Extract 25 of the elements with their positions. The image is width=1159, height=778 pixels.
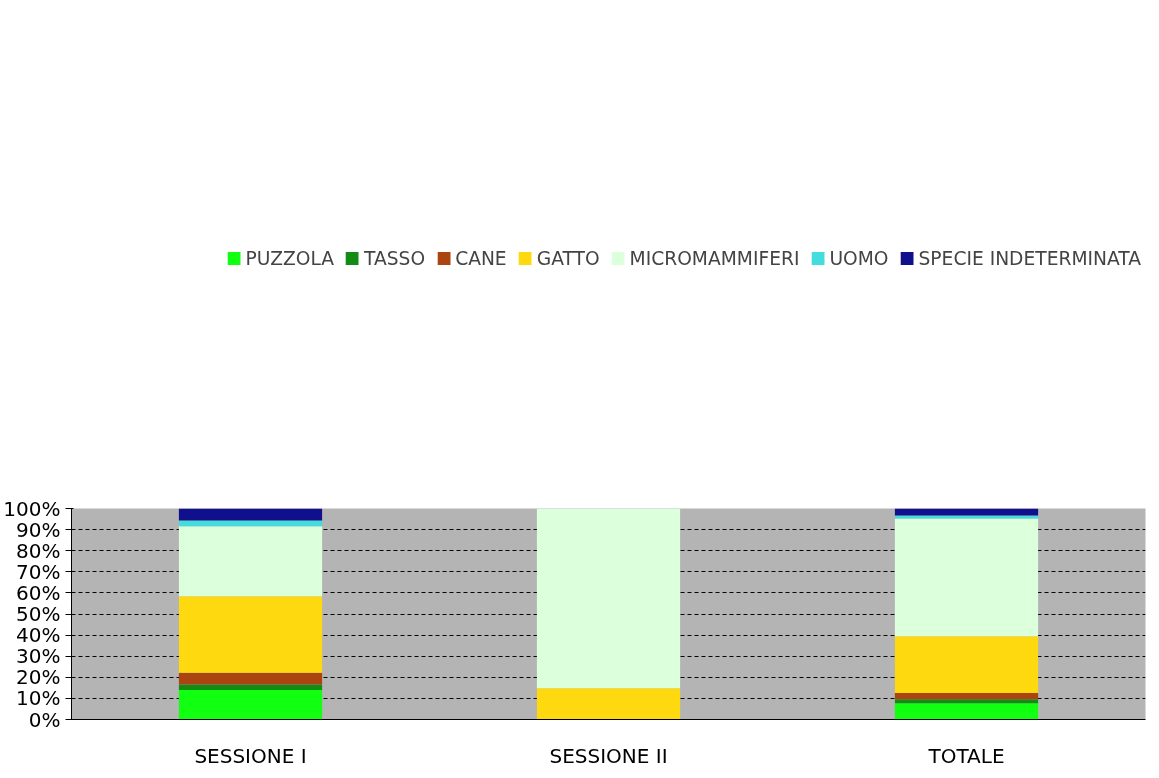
legend-label: MICROMAMMIFERI [629, 247, 800, 269]
bar [178, 689, 323, 720]
bar [178, 508, 323, 521]
legend-label: SPECIE INDETERMINATA [918, 247, 1141, 269]
bar [894, 703, 1039, 720]
bar [178, 672, 323, 685]
legend-label: PUZZOLA [245, 247, 335, 269]
bar [894, 636, 1039, 693]
bar [894, 518, 1039, 637]
bar [178, 526, 323, 597]
legend-label: UOMO [829, 247, 889, 269]
bar [178, 596, 323, 673]
x-tick-label: TOTALE [927, 743, 1005, 768]
legend-label: GATTO [536, 247, 600, 269]
y-tick-label: 50% [16, 602, 61, 626]
bar [178, 684, 323, 690]
legend-label: CANE [455, 247, 507, 269]
bar [536, 688, 681, 720]
bar [894, 692, 1039, 700]
bar [536, 508, 681, 689]
legend-label: TASSO [364, 247, 426, 269]
x-tick-label: SESSIONE I [194, 743, 307, 768]
bar [894, 699, 1039, 704]
bar [894, 515, 1039, 519]
x-tick-label: SESSIONE II [549, 743, 668, 768]
